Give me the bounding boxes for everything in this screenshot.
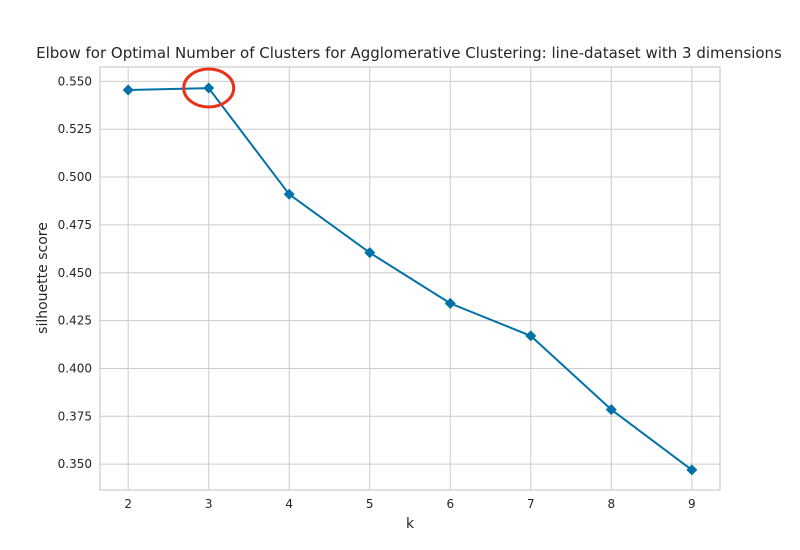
x-tick-label: 7 [527, 497, 535, 511]
x-tick-label: 9 [688, 497, 696, 511]
data-point-marker [283, 188, 295, 200]
x-tick-label: 2 [124, 497, 132, 511]
grid [100, 67, 720, 490]
x-tick-label: 6 [446, 497, 454, 511]
y-tick-labels: 0.350 0.375 0.400 0.425 0.450 0.475 0.500 0.525… [58, 74, 92, 471]
chart-title: Elbow for Optimal Number of Clusters for… [36, 44, 782, 62]
elbow-highlight-circle [182, 67, 236, 109]
y-tick-label: 0.475 [58, 218, 92, 232]
data-point-marker [686, 464, 698, 476]
y-tick-label: 0.450 [58, 266, 92, 280]
highlight-layer [182, 67, 236, 109]
x-tick-label: 8 [607, 497, 615, 511]
x-tick-label: 5 [366, 497, 374, 511]
y-tick-label: 0.425 [58, 314, 92, 328]
plot-frame [99, 66, 721, 491]
y-tick-label: 0.525 [58, 122, 92, 136]
series-layer [122, 82, 698, 476]
series-line [128, 87, 693, 471]
y-tick-label: 0.500 [58, 170, 92, 184]
y-tick-label: 0.375 [58, 409, 92, 423]
data-point-marker [122, 84, 134, 96]
y-tick-label: 0.550 [58, 74, 92, 88]
y-tick-label: 0.350 [58, 457, 92, 471]
data-point-marker [525, 330, 537, 342]
x-tick-label: 3 [205, 497, 213, 511]
y-tick-label: 0.400 [58, 361, 92, 375]
data-point-marker [605, 404, 617, 416]
x-tick-label: 4 [285, 497, 293, 511]
data-point-marker [364, 247, 376, 259]
x-axis-label: k [406, 516, 415, 532]
y-axis-label: silhouette score [35, 222, 51, 334]
x-tick-labels: 2 3 4 5 6 7 8 9 [124, 497, 695, 511]
data-point-marker [203, 82, 215, 94]
data-point-marker [444, 297, 456, 309]
